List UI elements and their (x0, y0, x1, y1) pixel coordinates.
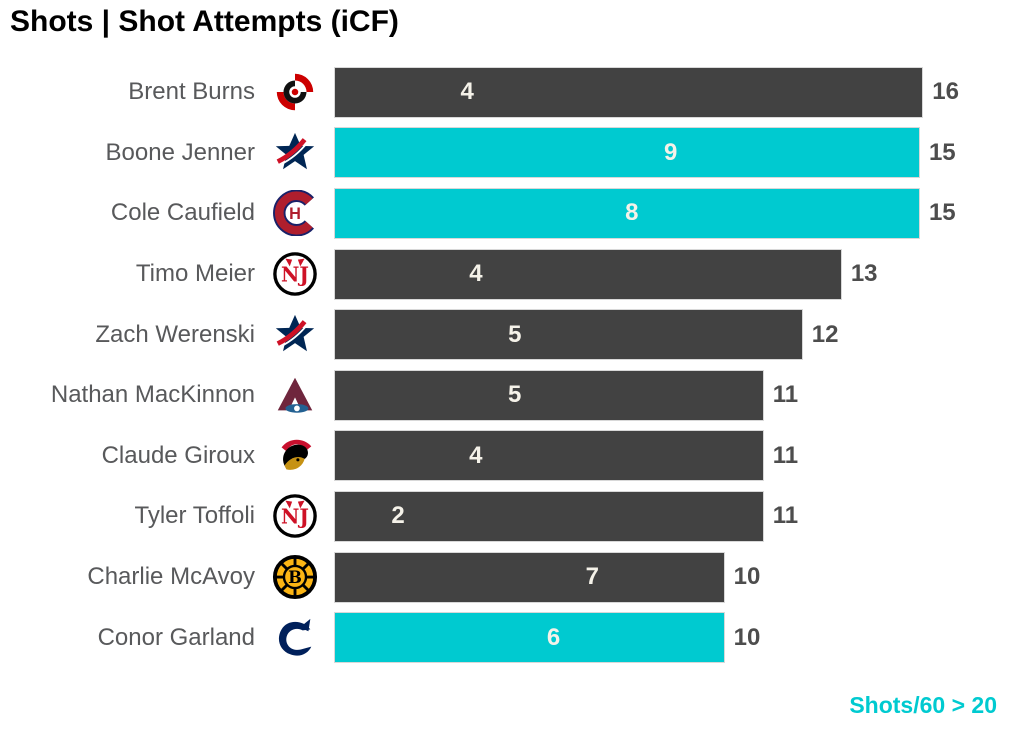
shots-value-label: 2 (391, 502, 405, 530)
player-name: Conor Garland (97, 623, 255, 651)
chart-title: Shots | Shot Attempts (iCF) (10, 5, 399, 38)
icf-value-label: 10 (733, 623, 761, 651)
shots-value-label: 5 (508, 381, 522, 409)
icf-bar[interactable]: 7 (334, 551, 725, 603)
player-name: Claude Giroux (101, 441, 255, 469)
shots-value-label: 4 (460, 78, 474, 106)
player-name: Timo Meier (135, 260, 255, 288)
icf-bar[interactable]: 4 (334, 66, 924, 118)
shots-value-label: 7 (585, 563, 600, 591)
icf-value-label: 16 (932, 78, 959, 106)
player-name: Cole Caufield (110, 199, 255, 227)
svg-text:B: B (288, 568, 302, 587)
carolina-hurricanes-logo (255, 67, 334, 117)
legend-note: Shots/60 > 20 (849, 692, 997, 718)
icf-value-label: 15 (928, 199, 956, 227)
ottawa-senators-logo (255, 431, 334, 481)
player-name: Tyler Toffoli (134, 502, 255, 530)
player-row: Nathan MacKinnon 5 11 (0, 365, 1024, 426)
new-jersey-devils-logo: NJ (255, 491, 334, 541)
bar-track: 8 15 (334, 187, 959, 239)
player-row: Zach Werenski 5 12 (0, 304, 1024, 365)
svg-text:NJ: NJ (281, 505, 309, 529)
boston-bruins-logo: B (255, 552, 334, 602)
icf-bar[interactable]: 6 (334, 612, 725, 664)
player-row: Tyler Toffoli NJ 2 11 (0, 486, 1024, 547)
player-name: Brent Burns (128, 78, 255, 106)
player-row: Timo Meier NJ 4 13 (0, 244, 1024, 305)
shots-value-label: 9 (664, 138, 678, 166)
shots-value-label: 8 (625, 199, 639, 227)
columbus-blue-jackets-logo (255, 310, 334, 360)
bar-track: 4 16 (334, 66, 959, 118)
player-row: Cole Caufield H 8 15 (0, 183, 1024, 244)
icf-bar[interactable]: 4 (334, 248, 842, 300)
icf-value-label: 10 (733, 563, 761, 591)
bar-track: 4 11 (334, 430, 959, 482)
icf-value-label: 15 (928, 138, 956, 166)
icf-value-label: 12 (811, 320, 839, 348)
svg-text:H: H (289, 206, 301, 224)
player-row: Boone Jenner 9 15 (0, 123, 1024, 184)
player-row: Conor Garland 6 10 (0, 607, 1024, 668)
bar-track: 7 10 (334, 551, 959, 603)
shots-value-label: 6 (546, 623, 561, 651)
montreal-canadiens-logo: H (255, 188, 334, 238)
player-row: Brent Burns 4 16 (0, 62, 1024, 123)
colorado-avalanche-logo (255, 370, 334, 420)
icf-value-label: 11 (772, 502, 799, 530)
bar-track: 2 11 (334, 490, 959, 542)
icf-bar[interactable]: 8 (334, 187, 920, 239)
new-jersey-devils-logo: NJ (255, 249, 334, 299)
icf-bar[interactable]: 5 (334, 309, 803, 361)
player-row: Claude Giroux 4 11 (0, 426, 1024, 487)
bar-track: 6 10 (334, 612, 959, 664)
player-name: Charlie McAvoy (87, 563, 255, 591)
svg-text:NJ: NJ (281, 263, 309, 287)
bar-track: 9 15 (334, 127, 959, 179)
icf-value-label: 11 (772, 381, 799, 409)
vancouver-canucks-logo (255, 613, 334, 663)
bar-track: 4 13 (334, 248, 959, 300)
icf-value-label: 11 (772, 441, 799, 469)
icf-bar[interactable]: 4 (334, 430, 764, 482)
shots-value-label: 4 (469, 441, 483, 469)
icf-bar[interactable]: 9 (334, 127, 920, 179)
icf-value-label: 13 (850, 260, 878, 288)
icf-bar[interactable]: 5 (334, 369, 764, 421)
bar-track: 5 12 (334, 309, 959, 361)
icf-bar[interactable]: 2 (334, 490, 764, 542)
player-name: Boone Jenner (105, 138, 255, 166)
player-row: Charlie McAvoy B 7 10 (0, 547, 1024, 608)
bar-track: 5 11 (334, 369, 959, 421)
player-name: Nathan MacKinnon (50, 381, 255, 409)
bar-rows: Brent Burns 4 16 Boone Jenner 9 15 Cole … (0, 62, 1024, 668)
shots-value-label: 5 (508, 320, 522, 348)
player-name: Zach Werenski (95, 320, 255, 348)
columbus-blue-jackets-logo (255, 128, 334, 178)
shots-value-label: 4 (469, 260, 483, 288)
